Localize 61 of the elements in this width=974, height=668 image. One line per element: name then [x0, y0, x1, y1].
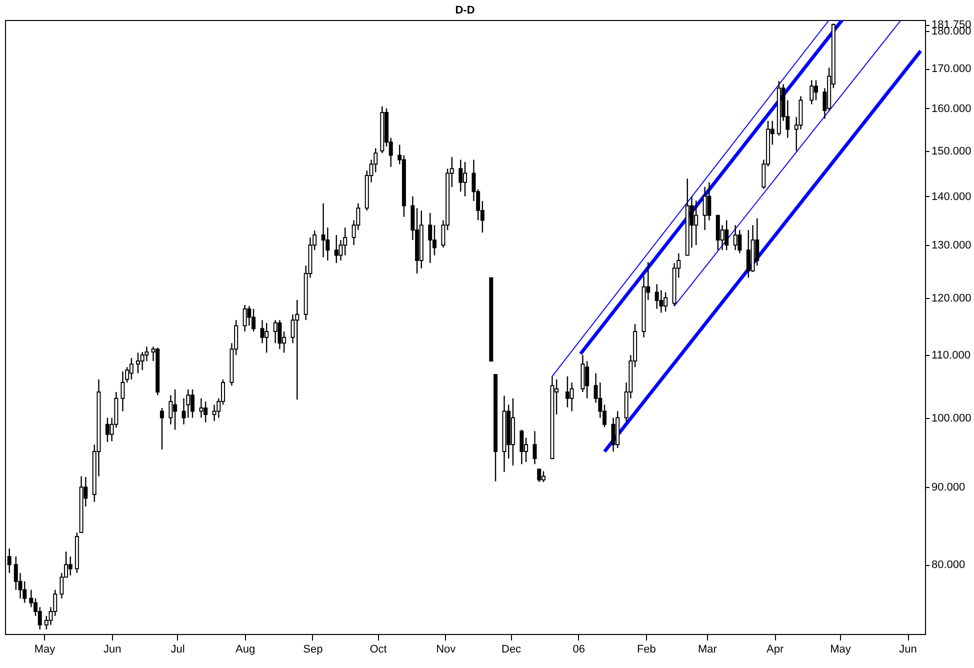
x-tick-label: Oct: [370, 644, 387, 656]
y-tick-label: 90.000: [932, 482, 966, 494]
candlestick: [160, 407, 164, 450]
candlestick: [733, 224, 738, 251]
candlestick: [428, 212, 432, 264]
candlestick: [247, 305, 252, 326]
candlestick: [338, 239, 343, 262]
candlestick: [810, 80, 814, 105]
candlestick: [432, 224, 436, 256]
x-tick-label: Mar: [698, 644, 718, 656]
candlestick: [29, 589, 34, 608]
candlestick: [738, 229, 742, 254]
candlestick: [520, 429, 524, 465]
x-tick-label: Nov: [436, 644, 456, 656]
candlestick: [570, 382, 574, 412]
x-tick-label: Jun: [103, 644, 122, 656]
y-tick-label: 100.000: [932, 412, 972, 424]
candlestick: [724, 220, 729, 251]
candlestick: [199, 398, 204, 418]
candlestick: [273, 319, 278, 344]
candlestick: [702, 186, 707, 231]
candlestick: [814, 80, 818, 101]
candlestick: [190, 388, 194, 418]
candlestick: [458, 159, 463, 192]
candlestick: [38, 606, 42, 630]
y-tick-label: 140.000: [932, 190, 972, 203]
candlestick: [129, 357, 134, 380]
x-tick-label: May: [34, 644, 56, 656]
candlestick: [541, 470, 546, 483]
y-tick-label: 170.000: [932, 63, 972, 76]
candlestick: [654, 284, 659, 310]
candlestick: [537, 468, 542, 483]
y-tick-label: 130.000: [932, 240, 972, 252]
x-tick-label: May: [830, 644, 852, 656]
y-tick-label: 80.000: [932, 559, 966, 572]
x-tick-label: Jul: [170, 644, 185, 656]
candlestick: [532, 430, 537, 465]
y-tick-label: 150.000: [932, 145, 972, 158]
x-tick-label: Feb: [636, 644, 656, 656]
candlestick: [611, 417, 616, 452]
candlestick: [264, 322, 269, 354]
candlestick: [68, 556, 72, 576]
y-tick-label: 180.000: [932, 25, 972, 38]
y-tick-label: 120.000: [932, 292, 972, 304]
candlestick: [278, 319, 282, 350]
candlestick: [295, 299, 300, 400]
chart-title: D-D: [455, 4, 475, 17]
candlestick: [242, 304, 247, 332]
y-tick-label: 110.000: [932, 350, 970, 362]
candlestick: [168, 394, 173, 425]
x-tick-label: Sep: [303, 644, 323, 656]
candlestick: [707, 182, 712, 221]
candlestick: [321, 202, 326, 258]
y-tick-label: 160.000: [932, 102, 972, 115]
x-tick-label: Jun: [899, 644, 917, 656]
x-tick-label: 06: [572, 644, 585, 656]
x-tick-label: Aug: [236, 644, 256, 656]
x-tick-label: Dec: [502, 644, 522, 656]
candlestick: [120, 370, 125, 412]
x-tick-label: Apr: [766, 644, 784, 656]
candlestick: [334, 234, 338, 264]
